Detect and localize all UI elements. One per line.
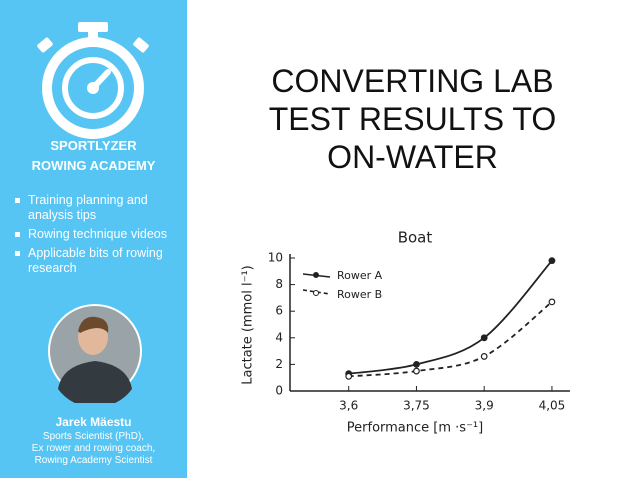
data-point: [413, 361, 420, 368]
x-tick-label: 3,6: [339, 399, 358, 413]
series-line: [348, 260, 553, 375]
data-point: [345, 372, 353, 380]
feature-item: Training planning and analysis tips: [12, 193, 177, 223]
data-point: [548, 257, 556, 265]
author-line: Rowing Academy Scientist: [34, 455, 153, 466]
x-tick-label: 3,75: [403, 399, 430, 413]
legend-marker: [313, 272, 319, 278]
y-tick-label: 4: [275, 330, 283, 344]
author-name: Jarek Mäestu: [55, 415, 132, 429]
feature-item: Applicable bits of rowing research: [12, 246, 177, 276]
y-tick-label: 10: [268, 251, 283, 265]
y-tick-label: 0: [275, 384, 283, 398]
feature-list: Training planning and analysis tips Rowi…: [12, 193, 177, 280]
x-tick-label: 4,05: [539, 399, 566, 413]
legend-marker: [313, 290, 319, 296]
data-point: [480, 353, 488, 360]
stopwatch-icon: [37, 22, 149, 139]
legend-label: Rower A: [337, 269, 383, 282]
x-axis-label: Performance [m ·s⁻¹]: [347, 421, 483, 436]
legend-line: [302, 289, 331, 295]
data-point: [548, 298, 556, 306]
brand-line: ROWING ACADEMY: [31, 158, 156, 173]
title-line: TEST RESULTS TO: [268, 101, 557, 137]
slide-title: CONVERTING LAB TEST RESULTS TO ON-WATER: [225, 62, 600, 176]
y-tick-label: 6: [275, 304, 283, 318]
data-point: [480, 334, 488, 342]
y-tick-label: 2: [275, 357, 283, 371]
brand-line: SPORTLYZER: [50, 138, 137, 153]
title-line: ON-WATER: [327, 139, 498, 175]
chart-title: Boat: [398, 229, 433, 247]
x-tick-label: 3,9: [475, 399, 494, 413]
author-line: Ex rower and rowing coach,: [31, 443, 156, 454]
legend-label: Rower B: [337, 288, 382, 301]
title-line: CONVERTING LAB: [271, 63, 554, 99]
author-photo: [48, 304, 142, 403]
author-line: Sports Scientist (PhD),: [42, 431, 145, 442]
series-line: [348, 301, 553, 378]
sidebar: SPORTLYZER ROWING ACADEMY Training plann…: [0, 0, 187, 478]
data-point: [413, 367, 420, 375]
feature-item: Rowing technique videos: [12, 227, 177, 242]
y-tick-label: 8: [275, 277, 283, 291]
y-axis-label: Lactate (mmol l⁻¹): [241, 265, 256, 385]
